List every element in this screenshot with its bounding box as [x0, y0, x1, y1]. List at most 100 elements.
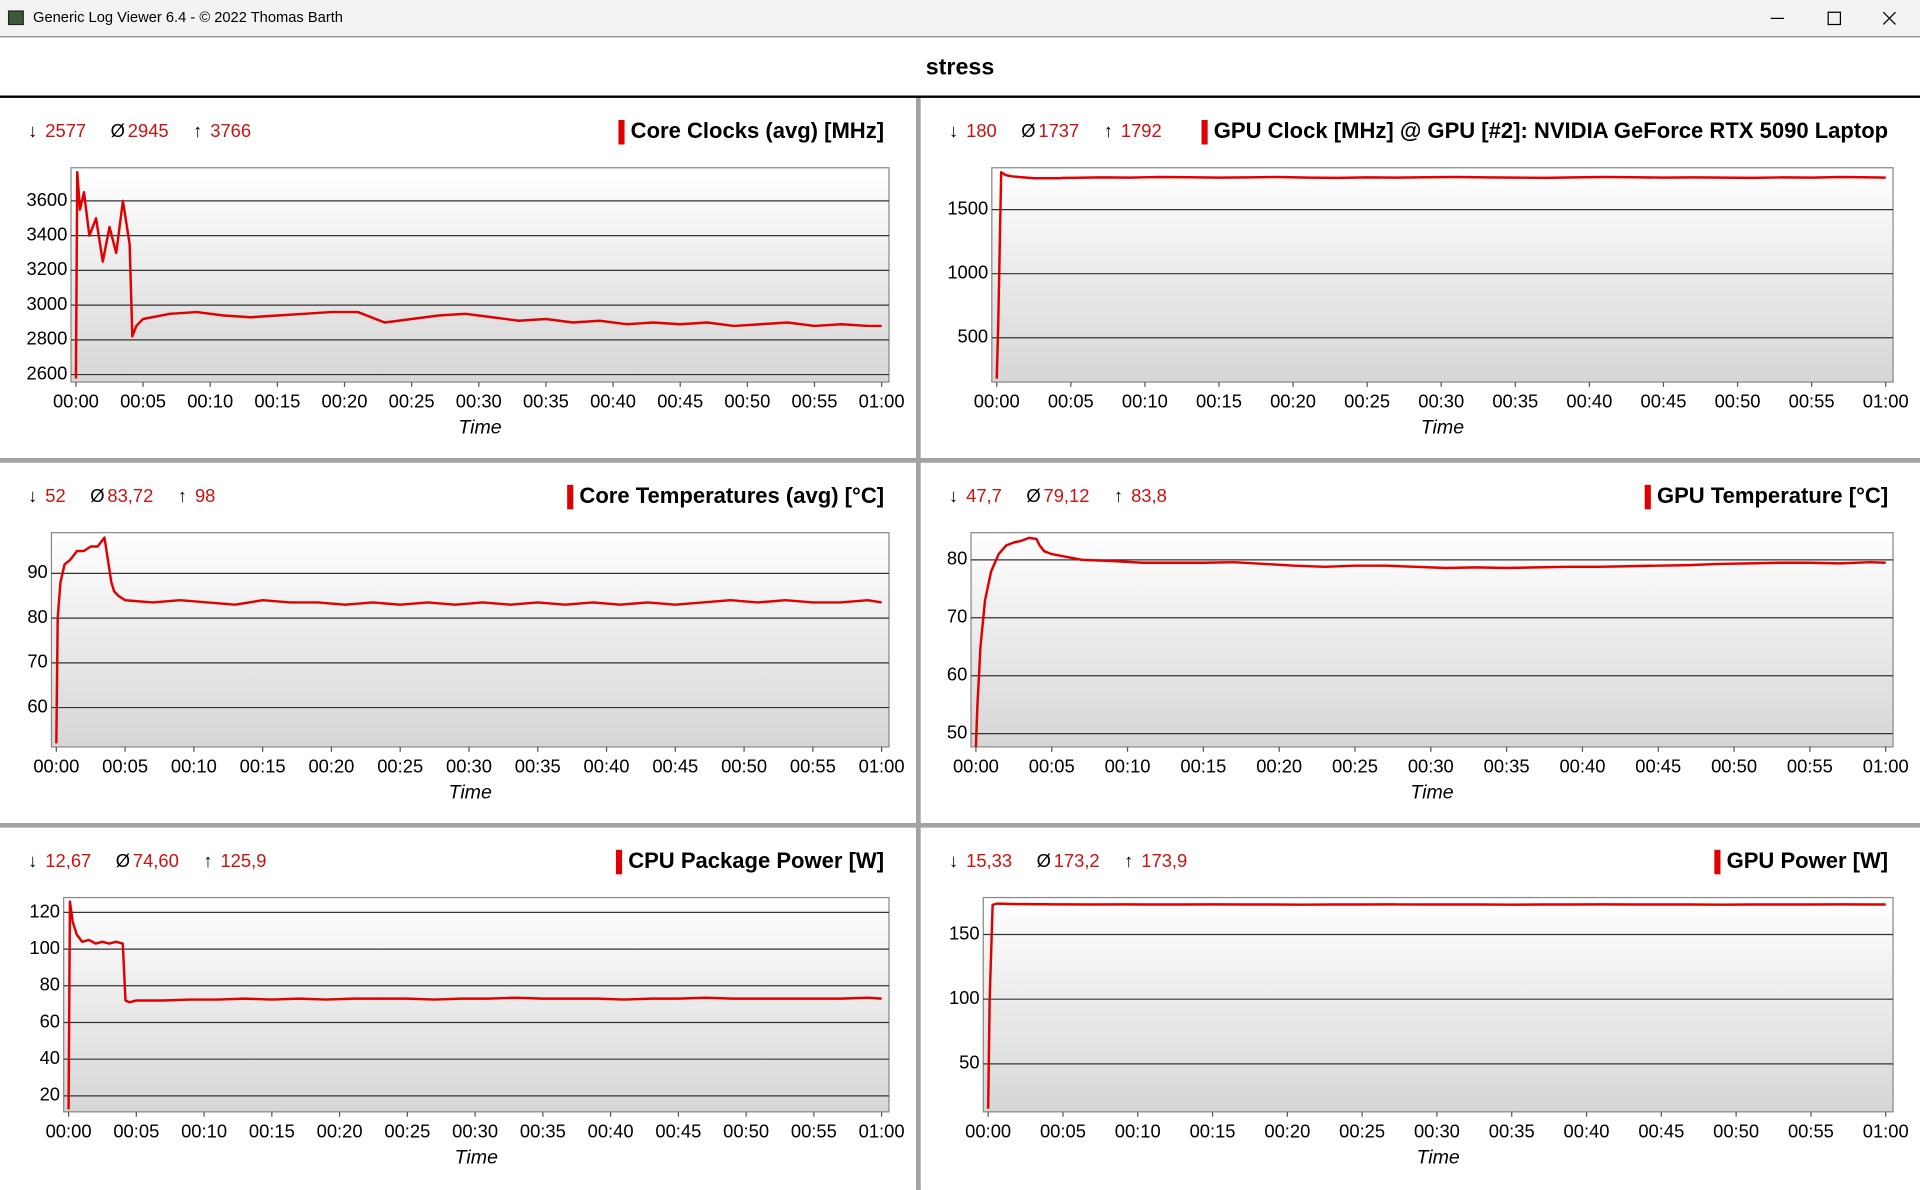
stat-symbol: ↑	[1104, 120, 1113, 141]
separator	[0, 822, 1920, 828]
x-tick-label: 00:20	[1270, 391, 1316, 412]
x-tick-label: 00:30	[446, 756, 492, 777]
series-line	[74, 170, 882, 379]
x-tick-label: 00:00	[965, 1120, 1011, 1141]
plot-area	[970, 532, 1894, 748]
x-tick-label: 00:20	[322, 391, 368, 412]
stat-value: 2945	[128, 120, 169, 141]
x-tick-label: 00:55	[792, 391, 838, 412]
y-tick-label: 90	[27, 561, 47, 582]
x-tick-label: 00:05	[120, 391, 166, 412]
header	[0, 37, 1920, 96]
stat-value: 83,8	[1131, 485, 1167, 506]
x-tick-label: 00:55	[1787, 756, 1833, 777]
stat-value: 98	[195, 485, 215, 506]
stat-symbol: ↑	[1114, 485, 1123, 506]
x-tick-label: 00:45	[655, 1120, 701, 1141]
x-tick-label: 00:35	[1492, 391, 1538, 412]
y-tick-label: 100	[949, 987, 980, 1008]
x-axis-label: Time	[1421, 417, 1464, 439]
x-tick-label: 00:40	[1564, 1120, 1610, 1141]
y-tick-label: 500	[958, 326, 989, 347]
x-tick-label: 00:40	[588, 1120, 634, 1141]
stat-symbol: ↓	[28, 120, 37, 141]
stat-value: 173,9	[1141, 850, 1187, 871]
y-tick-label: 60	[40, 1010, 60, 1031]
separator	[0, 457, 1920, 463]
y-tick-label: 150	[949, 922, 980, 943]
x-tick-label: 00:50	[1711, 756, 1757, 777]
x-tick-label: 00:35	[523, 391, 569, 412]
y-tick-label: 3200	[27, 258, 68, 279]
x-tick-label: 00:25	[389, 391, 435, 412]
stat-symbol: ↑	[203, 850, 212, 871]
y-tick-label: 60	[27, 695, 47, 716]
x-tick-label: 00:00	[46, 1120, 92, 1141]
x-tick-label: 00:20	[1256, 756, 1302, 777]
x-axis-label: Time	[458, 417, 501, 439]
stat-value: 2577	[45, 120, 86, 141]
legend-swatch	[1201, 120, 1208, 145]
x-tick-label: 00:45	[1640, 391, 1686, 412]
x-tick-label: 00:30	[1418, 391, 1464, 412]
y-tick-label: 3400	[27, 223, 68, 244]
stat-symbol: ↑	[1124, 850, 1133, 871]
x-tick-label: 00:40	[584, 756, 630, 777]
x-tick-label: 00:50	[1713, 1120, 1759, 1141]
window-title: Generic Log Viewer 6.4 - © 2022 Thomas B…	[33, 10, 343, 26]
x-tick-label: 00:55	[791, 1120, 837, 1141]
x-tick-label: 01:00	[859, 391, 905, 412]
y-tick-label: 1000	[947, 262, 988, 283]
separator	[915, 97, 921, 1190]
chart-title: GPU Power [W]	[1727, 848, 1889, 873]
close-button[interactable]	[1882, 11, 1896, 25]
stat-value: 79,12	[1043, 485, 1089, 506]
stat-value: 47,7	[966, 485, 1002, 506]
x-tick-label: 00:35	[1489, 1120, 1535, 1141]
stat-value: 1792	[1121, 120, 1162, 141]
x-tick-label: 00:15	[240, 756, 286, 777]
y-tick-label: 70	[27, 651, 47, 672]
legend-swatch	[567, 484, 574, 510]
maximize-button[interactable]	[1827, 11, 1842, 26]
x-tick-label: 00:10	[1115, 1120, 1161, 1141]
stat-symbol: ↓	[949, 120, 958, 141]
x-axis-label: Time	[455, 1147, 498, 1169]
x-tick-label: 00:30	[1414, 1120, 1460, 1141]
stat-value: 74,60	[133, 850, 179, 871]
y-tick-label: 100	[29, 937, 60, 958]
x-tick-label: 00:50	[1715, 391, 1761, 412]
x-tick-label: 00:40	[590, 391, 636, 412]
stat-symbol: ↓	[28, 850, 37, 871]
x-tick-label: 00:25	[384, 1120, 430, 1141]
y-tick-label: 3600	[27, 189, 68, 210]
x-tick-label: 00:45	[1635, 756, 1681, 777]
stat-value: 52	[45, 485, 65, 506]
x-tick-label: 00:45	[1638, 1120, 1684, 1141]
chart-title: CPU Package Power [W]	[628, 848, 884, 873]
stat-symbol: ↑	[178, 485, 187, 506]
x-tick-label: 01:00	[1863, 756, 1909, 777]
x-tick-label: 00:30	[1408, 756, 1454, 777]
x-axis-label: Time	[1416, 1147, 1459, 1169]
y-tick-label: 80	[27, 606, 47, 627]
x-tick-label: 00:05	[102, 756, 148, 777]
series-line	[986, 902, 1886, 1109]
plot-area	[63, 896, 890, 1113]
y-tick-label: 60	[947, 664, 967, 685]
x-tick-label: 00:15	[1196, 391, 1242, 412]
x-tick-label: 00:05	[1029, 756, 1075, 777]
x-tick-label: 00:05	[1040, 1120, 1086, 1141]
y-tick-label: 80	[947, 548, 967, 569]
x-tick-label: 00:10	[1122, 391, 1168, 412]
x-tick-label: 00:55	[1788, 1120, 1834, 1141]
x-tick-label: 00:30	[456, 391, 502, 412]
divider	[0, 95, 1920, 98]
x-tick-label: 00:00	[974, 391, 1020, 412]
y-tick-label: 50	[947, 721, 967, 742]
stat-symbol: Ø	[111, 120, 125, 141]
stat-symbol: Ø	[1021, 120, 1035, 141]
x-tick-label: 00:15	[249, 1120, 295, 1141]
x-tick-label: 00:25	[1332, 756, 1378, 777]
